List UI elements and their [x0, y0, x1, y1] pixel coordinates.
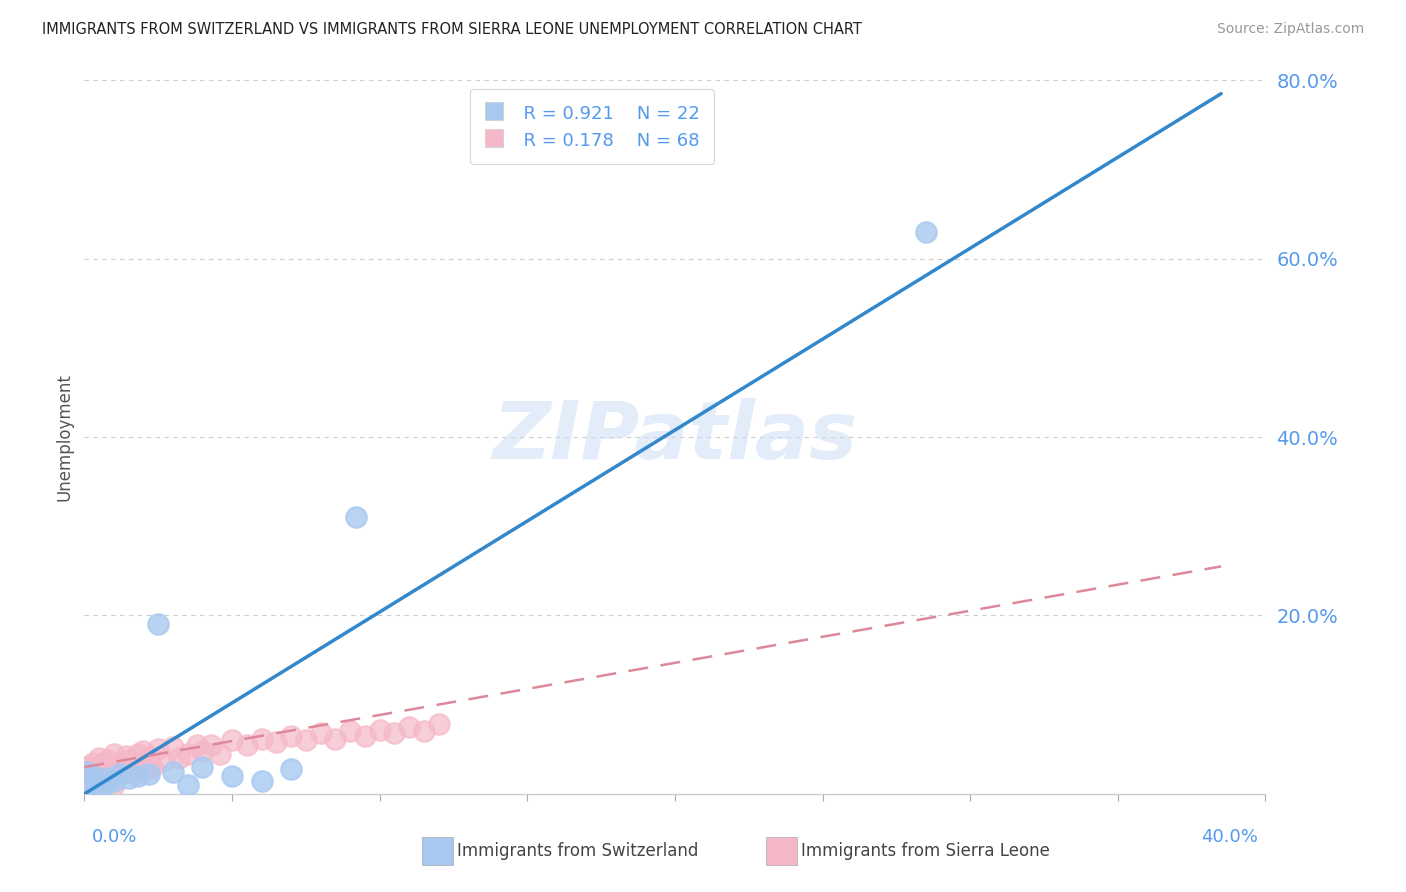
- Point: [162, 764, 184, 779]
- Point: [91, 771, 114, 785]
- Point: [103, 747, 125, 761]
- Y-axis label: Unemployment: Unemployment: [55, 373, 73, 501]
- Point: [177, 778, 200, 792]
- Point: [111, 762, 134, 776]
- Point: [135, 753, 157, 767]
- Point: [87, 767, 111, 781]
- Text: Source: ZipAtlas.com: Source: ZipAtlas.com: [1216, 22, 1364, 37]
- Point: [82, 778, 104, 792]
- Point: [87, 782, 111, 797]
- Point: [79, 764, 101, 779]
- Point: [209, 747, 232, 761]
- Point: [97, 771, 120, 785]
- Point: [138, 762, 160, 776]
- Point: [167, 751, 190, 765]
- Point: [91, 756, 114, 770]
- Point: [100, 762, 122, 776]
- Legend:   R = 0.921    N = 22,   R = 0.178    N = 68: R = 0.921 N = 22, R = 0.178 N = 68: [470, 89, 714, 164]
- Point: [94, 776, 117, 790]
- Point: [97, 769, 120, 783]
- Point: [94, 773, 117, 788]
- Point: [398, 720, 420, 734]
- Point: [235, 738, 259, 752]
- Text: Immigrants from Switzerland: Immigrants from Switzerland: [457, 842, 699, 860]
- Point: [82, 769, 104, 783]
- Point: [177, 747, 200, 761]
- Point: [108, 756, 131, 770]
- Text: IMMIGRANTS FROM SWITZERLAND VS IMMIGRANTS FROM SIERRA LEONE UNEMPLOYMENT CORRELA: IMMIGRANTS FROM SWITZERLAND VS IMMIGRANT…: [42, 22, 862, 37]
- Point: [148, 617, 170, 632]
- Point: [127, 747, 149, 761]
- Point: [84, 778, 107, 792]
- Point: [132, 744, 155, 758]
- Point: [108, 767, 131, 781]
- Point: [97, 762, 120, 776]
- Point: [82, 771, 104, 785]
- Point: [127, 769, 149, 783]
- Point: [118, 753, 141, 767]
- Point: [344, 510, 367, 524]
- Text: 40.0%: 40.0%: [1202, 828, 1258, 846]
- Point: [108, 758, 131, 772]
- Point: [264, 735, 288, 749]
- Text: ZIPatlas: ZIPatlas: [492, 398, 858, 476]
- Point: [121, 760, 143, 774]
- Text: 0.0%: 0.0%: [91, 828, 136, 846]
- Text: Immigrants from Sierra Leone: Immigrants from Sierra Leone: [801, 842, 1050, 860]
- Point: [97, 753, 120, 767]
- Point: [191, 744, 214, 758]
- Point: [250, 731, 273, 746]
- Point: [413, 724, 436, 739]
- Point: [114, 749, 136, 764]
- Point: [153, 753, 176, 767]
- Point: [339, 724, 361, 739]
- Point: [280, 762, 302, 776]
- Point: [105, 758, 128, 772]
- Point: [382, 726, 406, 740]
- Point: [103, 778, 125, 792]
- Point: [94, 760, 117, 774]
- Point: [103, 764, 125, 779]
- Point: [200, 738, 222, 752]
- Point: [79, 773, 101, 788]
- Point: [91, 780, 114, 794]
- Point: [138, 749, 160, 764]
- Point: [79, 780, 101, 794]
- Point: [87, 751, 111, 765]
- Point: [148, 742, 170, 756]
- Point: [127, 756, 149, 770]
- Point: [221, 769, 243, 783]
- Point: [323, 731, 347, 746]
- Point: [295, 733, 318, 747]
- Point: [76, 769, 98, 783]
- Point: [914, 225, 936, 239]
- Point: [82, 756, 104, 770]
- Point: [103, 773, 125, 788]
- Point: [76, 764, 98, 779]
- Point: [76, 778, 98, 792]
- Point: [118, 771, 141, 785]
- Point: [354, 729, 377, 743]
- Point: [84, 762, 107, 776]
- Point: [427, 717, 450, 731]
- Point: [118, 764, 141, 779]
- Point: [76, 760, 98, 774]
- Point: [91, 773, 114, 788]
- Point: [141, 760, 163, 774]
- Point: [162, 740, 184, 755]
- Point: [138, 767, 160, 781]
- Point: [84, 767, 107, 781]
- Point: [309, 726, 332, 740]
- Point: [87, 780, 111, 794]
- Point: [368, 723, 391, 737]
- Point: [186, 738, 208, 752]
- Point: [129, 756, 152, 770]
- Point: [221, 733, 243, 747]
- Point: [250, 773, 273, 788]
- Point: [82, 769, 104, 783]
- Point: [84, 776, 107, 790]
- Point: [191, 760, 214, 774]
- Point: [280, 729, 302, 743]
- Point: [79, 773, 101, 788]
